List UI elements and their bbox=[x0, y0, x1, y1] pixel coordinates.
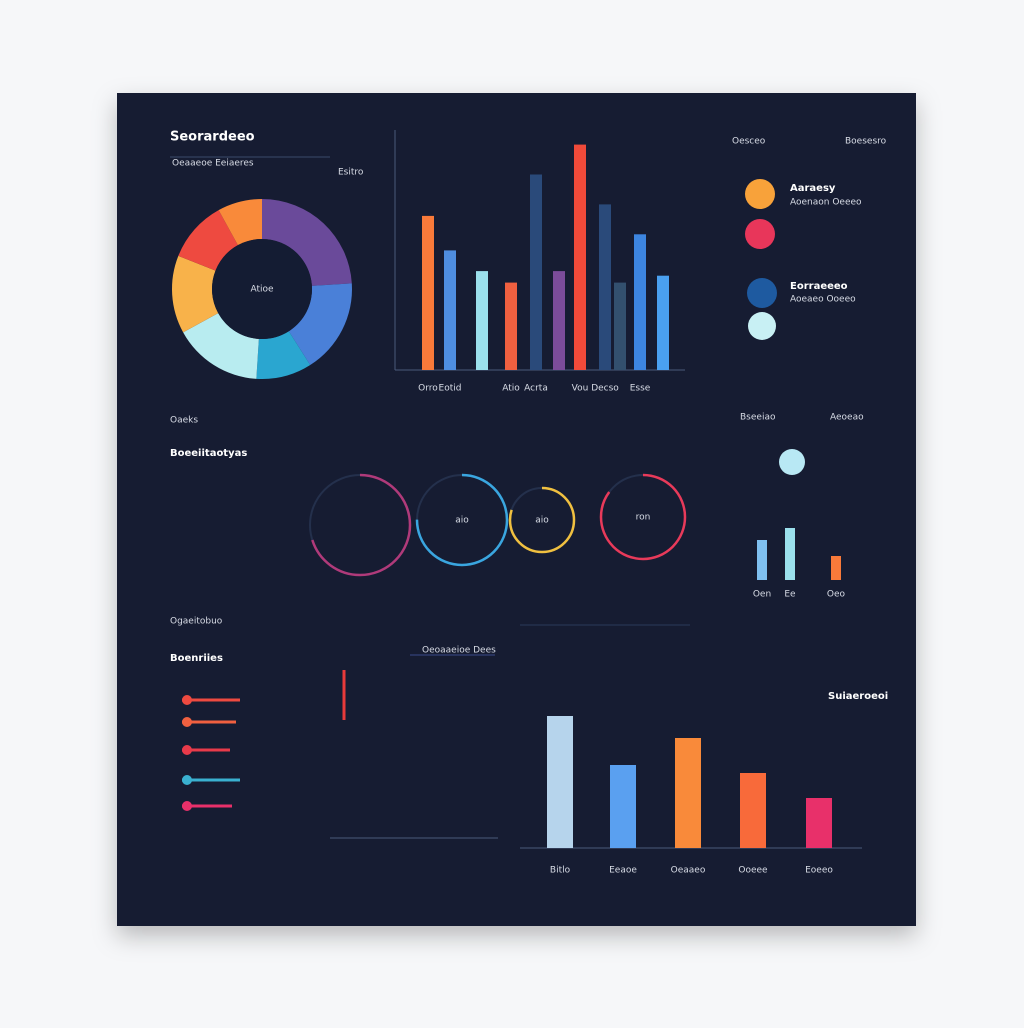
bar bbox=[657, 275, 669, 370]
ring-label: aio bbox=[455, 516, 469, 526]
donut-label: Atioe bbox=[250, 285, 274, 295]
x-tick-label: Vou bbox=[572, 384, 589, 394]
section-title: Boenriies bbox=[170, 653, 223, 664]
bar bbox=[574, 144, 586, 370]
bar bbox=[614, 282, 626, 370]
legend-dot bbox=[745, 179, 775, 209]
x-tick-label: Oeo bbox=[827, 590, 846, 600]
x-tick-label: Bitlo bbox=[550, 866, 571, 876]
note: Oeaaeoe Eeiaeres bbox=[172, 159, 254, 169]
ring-label: aio bbox=[535, 516, 549, 526]
label: Aeoeao bbox=[830, 413, 864, 423]
donut-segment bbox=[172, 255, 219, 333]
donut-segment bbox=[288, 283, 352, 365]
bar bbox=[785, 528, 795, 580]
x-tick-label: Orro bbox=[418, 384, 438, 394]
ring-label: ron bbox=[636, 513, 651, 523]
bar bbox=[831, 556, 841, 580]
ring-arc bbox=[599, 473, 687, 561]
legend-label: Aoeaeo Ooeeo bbox=[790, 295, 856, 305]
heading: Boesesro bbox=[845, 137, 887, 147]
bar bbox=[610, 765, 636, 848]
title: Seorardeeo bbox=[170, 130, 255, 145]
ring-arc bbox=[308, 473, 412, 577]
heading: Oesceo bbox=[732, 137, 766, 147]
donut-segment bbox=[262, 199, 352, 286]
legend-dot bbox=[747, 278, 777, 308]
legend-label: Aaraesy bbox=[790, 183, 836, 194]
legend-label: Eorraeeeo bbox=[790, 281, 848, 292]
bar bbox=[530, 174, 542, 370]
donut-segment bbox=[256, 331, 311, 380]
x-tick-label: Decso bbox=[591, 384, 619, 394]
x-tick-label: Atio bbox=[502, 384, 520, 394]
donut-segment bbox=[178, 210, 238, 271]
x-tick-label: Oeaaeo bbox=[671, 866, 706, 876]
x-tick-label: Eeaoe bbox=[609, 866, 637, 876]
section-label: Ogaeitobuo bbox=[170, 617, 223, 627]
donut-hole bbox=[212, 239, 312, 339]
section-title: Suiaeroeoi bbox=[828, 691, 888, 702]
bar bbox=[675, 738, 701, 848]
bar bbox=[740, 773, 766, 848]
legend-dot bbox=[748, 312, 776, 340]
label: Bseeiao bbox=[740, 413, 776, 423]
bar bbox=[422, 215, 434, 370]
bar bbox=[634, 234, 646, 370]
donut-segment bbox=[218, 199, 262, 246]
donut-segment bbox=[183, 313, 259, 379]
x-tick-label: Ooeee bbox=[738, 866, 768, 876]
x-tick-label: Eoeeo bbox=[805, 866, 833, 876]
x-tick-label: Acrta bbox=[524, 384, 548, 394]
list-heading: Oeoaaeioe Dees bbox=[422, 646, 496, 656]
x-tick-label: Eotid bbox=[439, 384, 462, 394]
dot bbox=[779, 449, 805, 475]
bar bbox=[553, 271, 565, 370]
ring-arc bbox=[508, 486, 576, 554]
bar bbox=[547, 716, 573, 848]
bar bbox=[476, 271, 488, 370]
legend-dot bbox=[745, 219, 775, 249]
bar bbox=[444, 250, 456, 370]
section-label: Oaeks bbox=[170, 416, 198, 426]
section-title: Boeeiitaotyas bbox=[170, 448, 247, 459]
x-tick-label: Ee bbox=[784, 590, 796, 600]
x-tick-label: Esse bbox=[630, 384, 651, 394]
bar bbox=[757, 540, 767, 580]
ring-arc bbox=[415, 473, 509, 567]
subtitle: Esitro bbox=[338, 168, 364, 178]
legend-label: Aoenaon Oeeeo bbox=[790, 198, 862, 208]
bar bbox=[505, 282, 517, 370]
x-tick-label: Oen bbox=[753, 590, 771, 600]
sliders bbox=[182, 670, 498, 839]
bar bbox=[599, 204, 611, 370]
bar bbox=[806, 798, 832, 848]
